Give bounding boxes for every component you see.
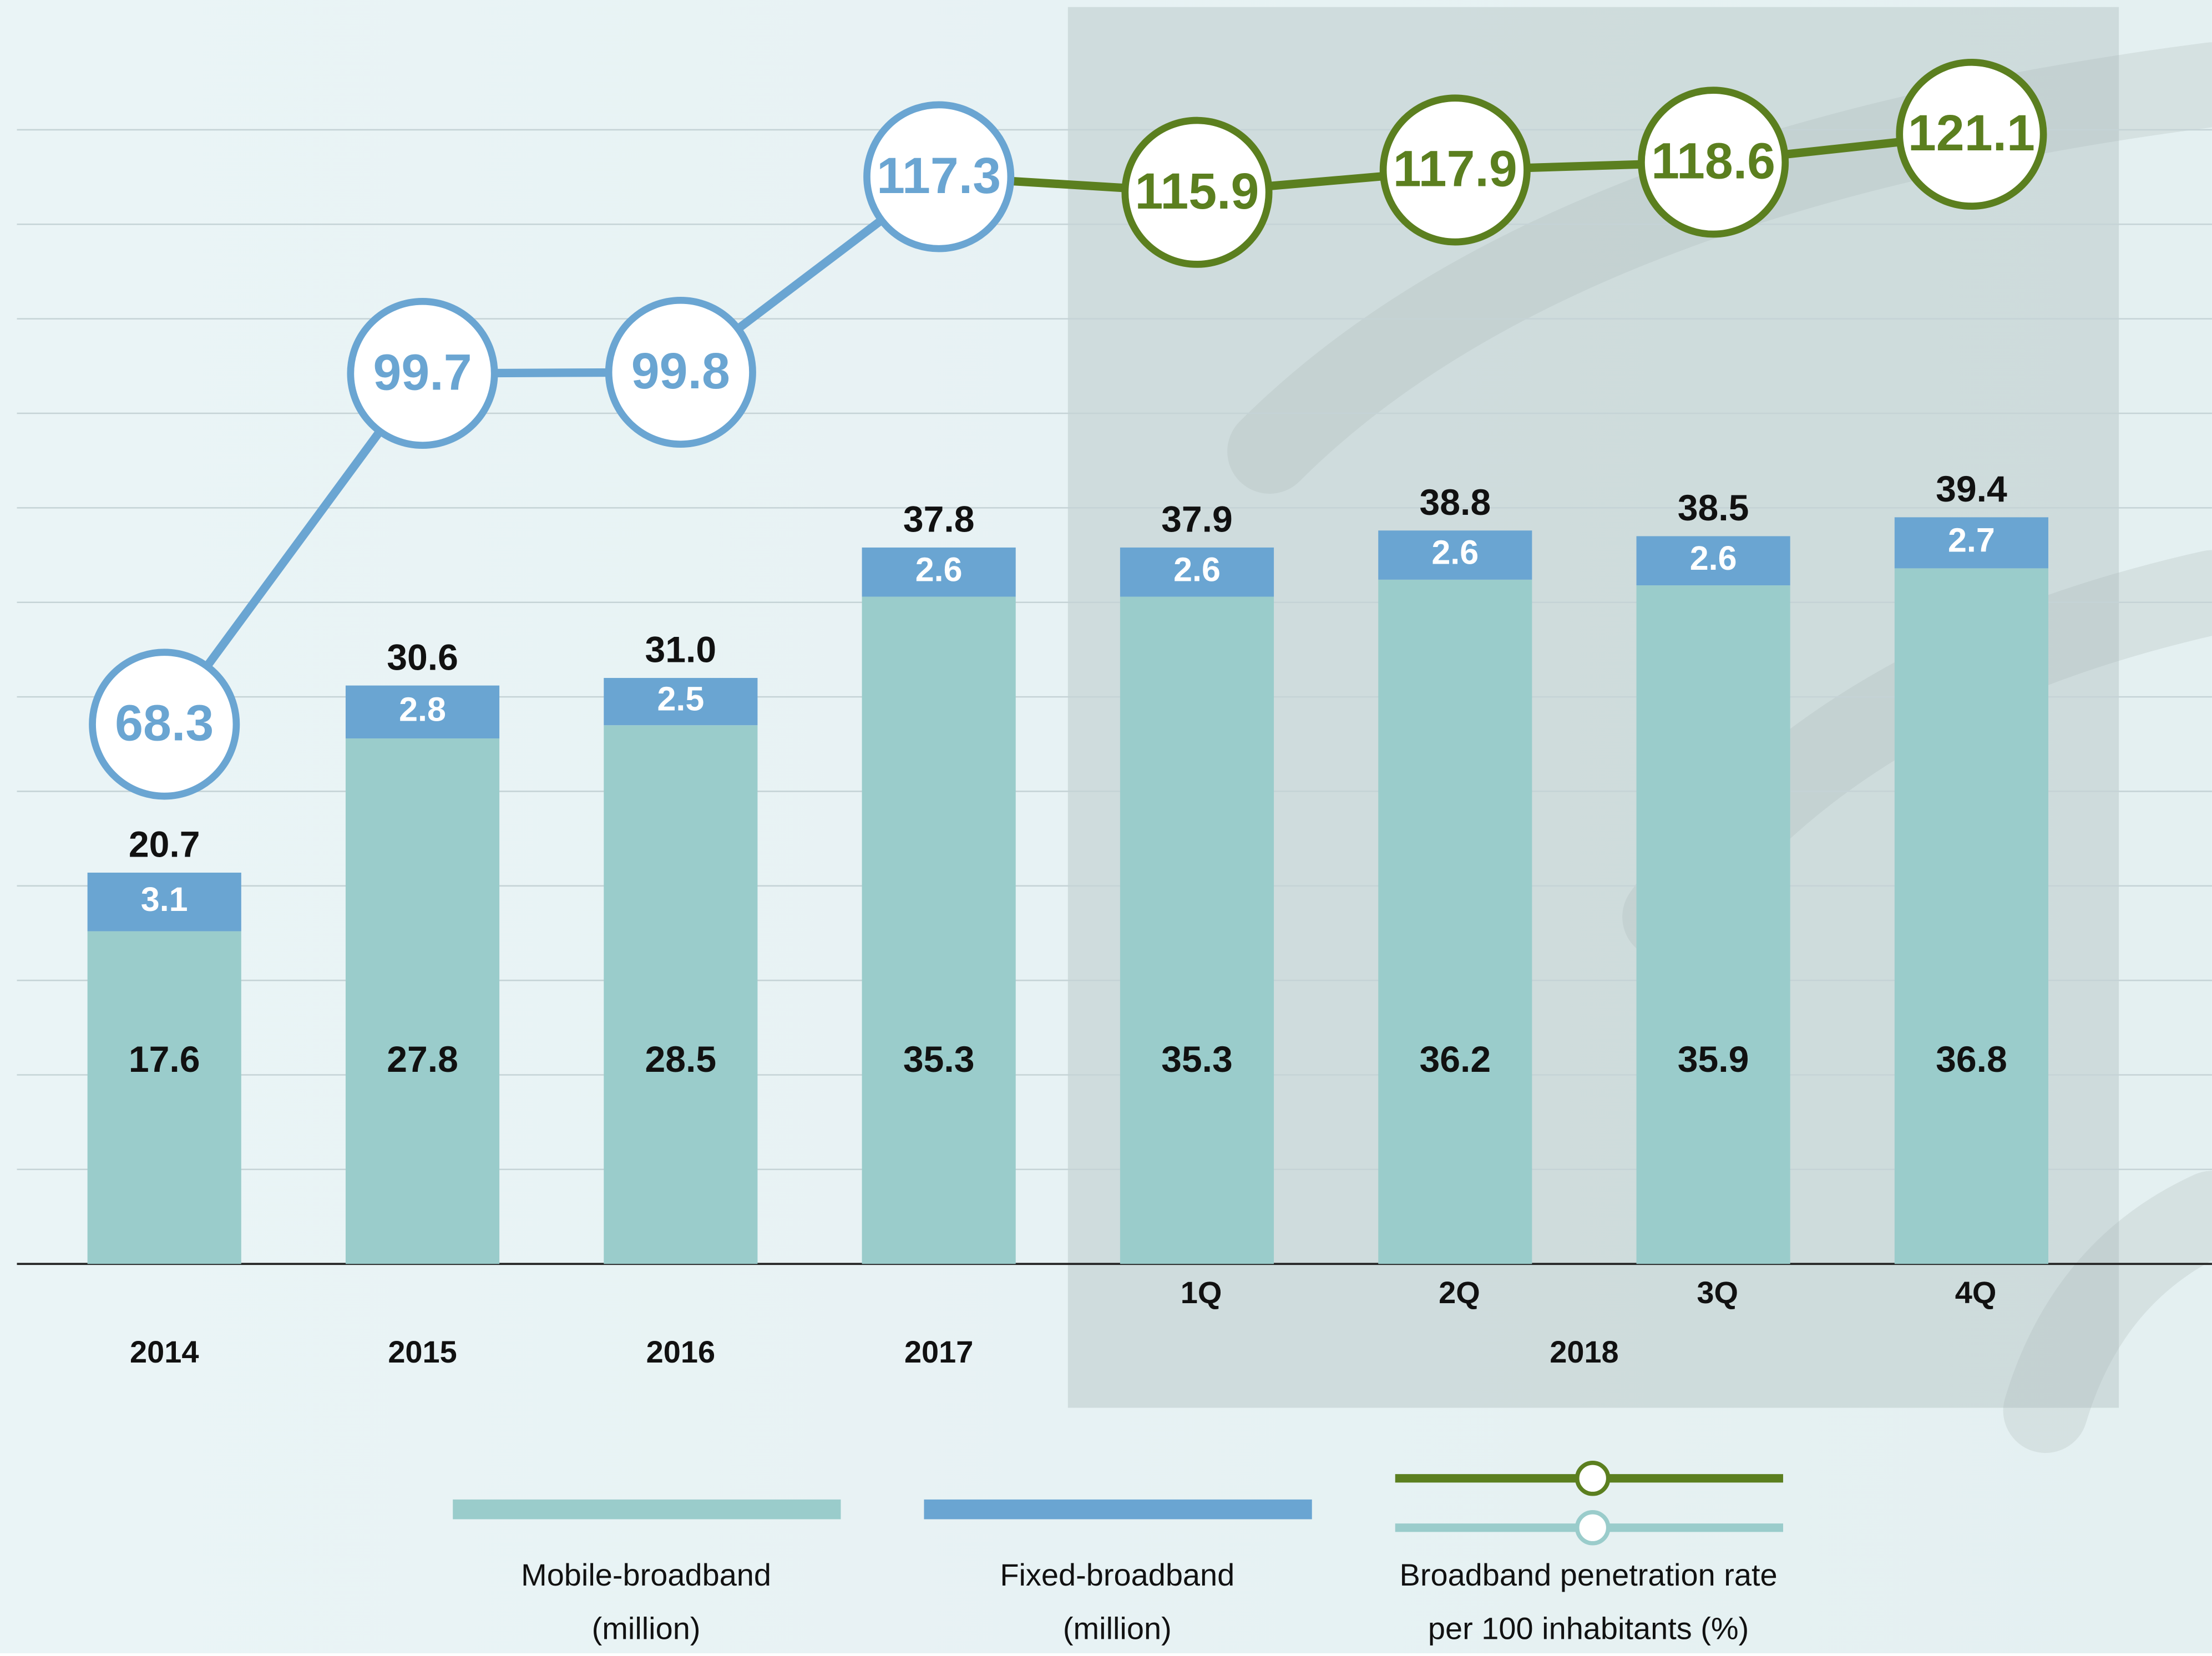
bar-mobile [604, 725, 758, 1264]
mobile-label: 35.3 [1161, 1039, 1233, 1080]
line-label: 117.9 [1393, 141, 1517, 197]
line-point [1379, 94, 1531, 246]
line-label: 118.6 [1651, 133, 1775, 190]
legend-swatch [924, 1499, 1312, 1520]
mobile-label: 35.3 [903, 1039, 975, 1080]
decor-arc [2003, 1171, 2212, 1453]
legend-label: Fixed-broadband (million) [1000, 1557, 1235, 1647]
bar-fixed [1636, 536, 1790, 586]
line-point [1896, 58, 2047, 210]
fixed-label: 2.7 [1948, 521, 1995, 559]
x-tick-label: 2014 [130, 1334, 199, 1369]
line-point [1638, 87, 1789, 238]
bar-fixed [604, 678, 758, 726]
mobile-label: 35.9 [1678, 1039, 1749, 1080]
fixed-label: 2.5 [657, 680, 704, 718]
x-tick-label: 1Q [1181, 1275, 1222, 1310]
fixed-label: 3.1 [141, 880, 188, 918]
bar-fixed [862, 547, 1016, 597]
x-tick-label: 3Q [1697, 1275, 1738, 1310]
x-tick-label: 4Q [1955, 1275, 1997, 1310]
fixed-label: 2.6 [915, 550, 963, 588]
group-label: 2018 [1550, 1334, 1618, 1369]
line-point [89, 649, 240, 800]
fixed-label: 2.6 [1173, 550, 1221, 588]
bar-mobile [1894, 568, 2049, 1264]
total-label: 38.8 [1419, 482, 1491, 523]
mobile-label: 36.8 [1936, 1039, 2007, 1080]
bar-fixed [87, 872, 241, 931]
mobile-label: 27.8 [387, 1039, 458, 1080]
legend-label: Mobile-broadband (million) [521, 1557, 772, 1647]
total-label: 37.9 [1161, 499, 1233, 540]
line-point [347, 297, 498, 449]
total-label: 31.0 [645, 630, 717, 671]
x-tick-label: 2Q [1439, 1275, 1480, 1310]
mobile-label: 17.6 [129, 1039, 200, 1080]
bar-mobile [862, 596, 1016, 1264]
line-label: 99.8 [631, 343, 730, 399]
line-label: 68.3 [115, 695, 214, 752]
bar-fixed [1894, 517, 2049, 569]
legend-marker [1575, 1510, 1611, 1546]
x-tick-label: 2016 [646, 1334, 715, 1369]
legend-label: Broadband penetration rate per 100 inhab… [1399, 1557, 1778, 1647]
bar-fixed [1120, 547, 1274, 597]
line-label: 115.9 [1135, 163, 1259, 220]
line-point [863, 101, 1015, 252]
bar-mobile [1378, 579, 1532, 1264]
legend-marker [1575, 1460, 1611, 1496]
x-tick-label: 2015 [388, 1334, 457, 1369]
x-tick-label: 2017 [904, 1334, 973, 1369]
bar-mobile [1636, 585, 1790, 1264]
line-point [605, 296, 756, 448]
total-label: 30.6 [387, 637, 458, 678]
total-label: 39.4 [1936, 469, 2007, 510]
line-point [1121, 117, 1273, 268]
bar-fixed [1378, 530, 1532, 580]
total-label: 20.7 [129, 824, 200, 865]
line-label: 121.1 [1908, 105, 2035, 161]
bar-mobile [345, 738, 500, 1264]
total-label: 37.8 [903, 499, 975, 540]
legend-swatch [453, 1499, 841, 1520]
mobile-label: 36.2 [1419, 1039, 1491, 1080]
line-label: 117.3 [877, 148, 1001, 204]
bar-mobile [1120, 596, 1274, 1264]
bar-fixed [345, 685, 500, 739]
fixed-label: 2.6 [1690, 539, 1737, 577]
fixed-label: 2.8 [399, 690, 446, 728]
total-label: 38.5 [1678, 488, 1749, 529]
line-label: 99.7 [373, 344, 472, 401]
mobile-label: 28.5 [645, 1039, 717, 1080]
bar-mobile [87, 931, 241, 1264]
fixed-label: 2.6 [1431, 534, 1479, 571]
